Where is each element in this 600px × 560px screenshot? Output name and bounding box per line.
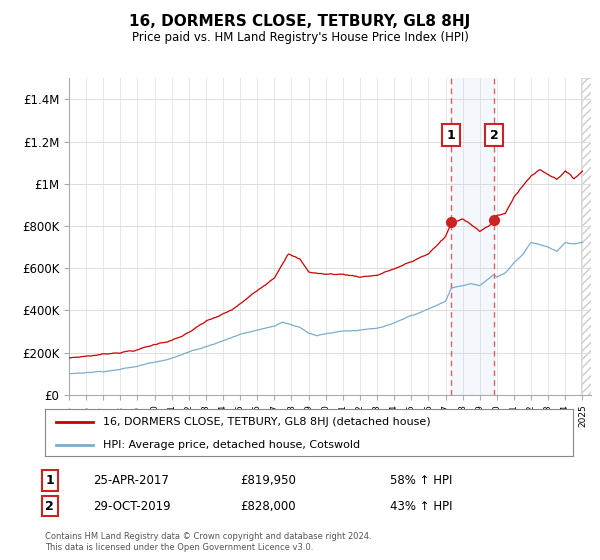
Text: HPI: Average price, detached house, Cotswold: HPI: Average price, detached house, Cots… [103, 440, 360, 450]
Text: 58% ↑ HPI: 58% ↑ HPI [390, 474, 452, 487]
Text: Price paid vs. HM Land Registry's House Price Index (HPI): Price paid vs. HM Land Registry's House … [131, 31, 469, 44]
Text: 2: 2 [490, 129, 499, 142]
Text: 1: 1 [447, 129, 455, 142]
Text: £828,000: £828,000 [240, 500, 296, 513]
Text: 16, DORMERS CLOSE, TETBURY, GL8 8HJ (detached house): 16, DORMERS CLOSE, TETBURY, GL8 8HJ (det… [103, 417, 431, 427]
Text: 2: 2 [46, 500, 54, 513]
Text: 43% ↑ HPI: 43% ↑ HPI [390, 500, 452, 513]
Text: 25-APR-2017: 25-APR-2017 [93, 474, 169, 487]
Text: 29-OCT-2019: 29-OCT-2019 [93, 500, 170, 513]
Text: 16, DORMERS CLOSE, TETBURY, GL8 8HJ: 16, DORMERS CLOSE, TETBURY, GL8 8HJ [130, 14, 470, 29]
Text: Contains HM Land Registry data © Crown copyright and database right 2024.
This d: Contains HM Land Registry data © Crown c… [45, 532, 371, 552]
Text: £819,950: £819,950 [240, 474, 296, 487]
Text: 1: 1 [46, 474, 54, 487]
Bar [451, 78, 494, 395]
